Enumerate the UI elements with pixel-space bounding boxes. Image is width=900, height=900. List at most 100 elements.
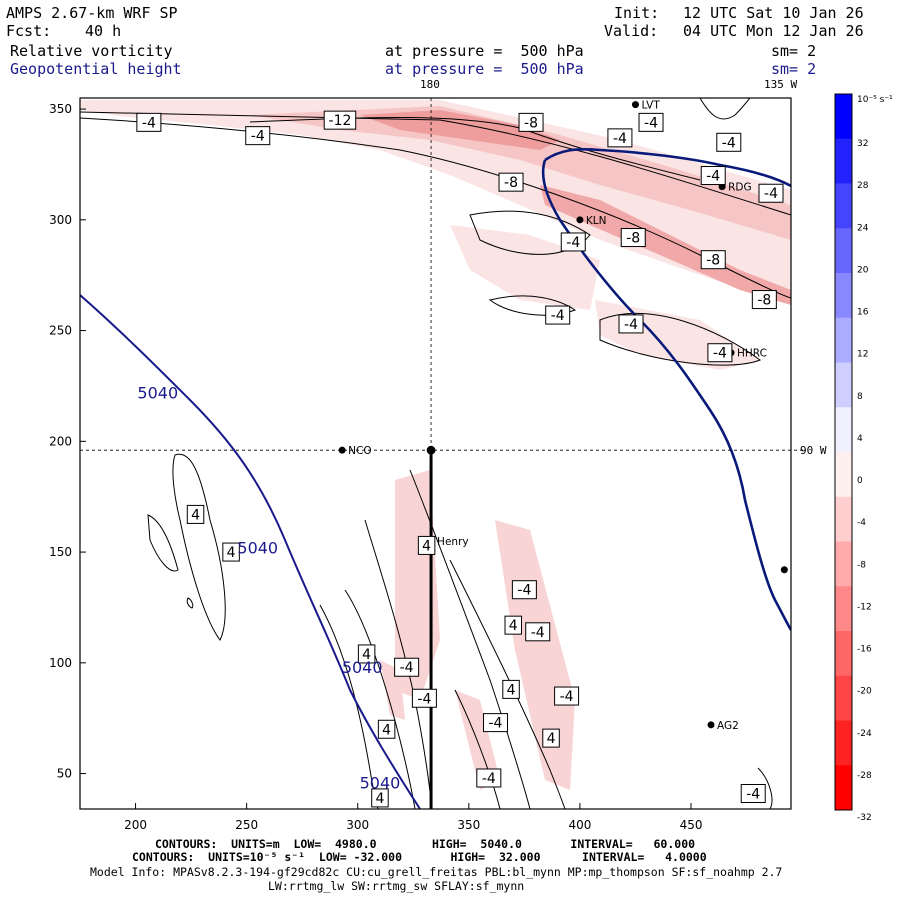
vorticity-label: -4: [566, 235, 580, 251]
pole-marker: [426, 445, 436, 455]
vorticity-label-box: [545, 305, 571, 325]
y-tick-label: 200: [49, 434, 72, 448]
station-label: NCO: [348, 445, 371, 457]
y-tick-label: 150: [49, 545, 72, 559]
y-tick-label: 100: [49, 656, 72, 670]
footer-vorticity-contours: CONTOURS: UNITS=10⁻⁵ s⁻¹ LOW= -32.000 HI…: [132, 850, 707, 864]
vorticity-label: -8: [706, 253, 720, 269]
vorticity-label-box: [707, 343, 733, 363]
vorticity-shading: [80, 100, 791, 790]
coastline: [541, 148, 791, 631]
vorticity-label-box: [482, 713, 508, 733]
vorticity-label-box: [377, 719, 396, 739]
colorbar-tick-label: 24: [857, 223, 869, 233]
vorticity-label-box: [511, 580, 537, 600]
station-label: Henry: [437, 536, 469, 548]
height-label: 5040: [360, 773, 401, 792]
x-tick-label: 400: [568, 818, 591, 832]
colorbar-unit: 10⁻⁵ s⁻¹: [857, 95, 893, 105]
footer-model-info: Model Info: MPASv8.2.3-194-gf29cd82c CU:…: [90, 865, 783, 879]
colorbar-segment: [835, 94, 852, 140]
vorticity-label: 4: [362, 647, 371, 663]
vorticity-label: -4: [613, 131, 627, 147]
vorticity-label-box: [371, 788, 389, 808]
fcst-value: 40 h: [85, 22, 122, 40]
vorticity-label-box: [323, 110, 357, 130]
x-tick-label: 300: [346, 818, 369, 832]
vorticity-label-box: [476, 768, 502, 788]
plot-frame: [79, 97, 792, 810]
lon-label-90w: 90 W: [800, 444, 827, 457]
vorticity-label: 4: [375, 791, 384, 807]
colorbar-tick-label: -8: [857, 560, 866, 570]
vorticity-label: -4: [560, 689, 574, 705]
vorticity-label-box: [504, 615, 523, 635]
colorbar-segment: [835, 452, 852, 498]
x-tick-label: 450: [680, 818, 703, 832]
colorbar-segment: [835, 720, 852, 766]
colorbar-frame: [834, 93, 853, 811]
vorticity-label: -4: [531, 625, 545, 641]
lon-label-180: 180: [420, 78, 440, 91]
colorbar-segment: [835, 765, 852, 811]
vorticity-label-box: [620, 228, 646, 248]
vorticity-label-box: [357, 644, 376, 664]
colorbar-segment: [835, 138, 852, 184]
colorbar-segment: [835, 586, 852, 632]
colorbar-segment: [835, 675, 852, 721]
vorticity-label-box: [502, 679, 520, 699]
vorticity-label-box: [498, 172, 524, 192]
vorticity-label-box: [716, 132, 742, 152]
height-label: 5040: [137, 384, 178, 403]
x-tick-label: 250: [235, 818, 258, 832]
colorbar-tick-label: -16: [857, 645, 872, 655]
station-dot: [338, 446, 346, 454]
station-dot: [780, 566, 788, 574]
vorticity-label: -4: [417, 691, 431, 707]
colorbar-tick-label: 4: [857, 434, 863, 444]
vorticity-label: -4: [644, 115, 658, 131]
station-dot: [576, 216, 584, 224]
height-label: 5040: [237, 539, 278, 558]
colorbar-segment: [835, 362, 852, 408]
vorticity-label-box: [554, 686, 580, 706]
station-dot: [707, 721, 715, 729]
vorticity-label-box: [222, 542, 240, 562]
colorbar-tick-label: -24: [857, 729, 872, 739]
y-tick-label: 350: [49, 102, 72, 116]
height-contour-5040: [80, 294, 421, 809]
colorbar: 10⁻⁵ s⁻¹ 32 28 24 20 16 12 8 4 0 -4 -8 -12 -16 -20 -24 -…: [834, 93, 893, 823]
vorticity-label-box: [245, 126, 271, 146]
vorticity-label: -4: [713, 346, 727, 362]
footer-physics: LW:rrtmg_lw SW:rrtmg_sw SFLAY:sf_mynn: [268, 879, 525, 893]
colorbar-segment: [835, 317, 852, 363]
vorticity-label-box: [136, 112, 162, 132]
vorticity-label: -4: [746, 786, 760, 802]
colorbar-tick-label: -4: [857, 518, 866, 528]
colorbar-tick-label: 32: [857, 139, 868, 149]
colorbar-tick-label: 28: [857, 181, 869, 191]
vorticity-label: -12: [329, 113, 352, 129]
vorticity-label-box: [560, 232, 586, 252]
vorticity-contours: [80, 111, 791, 809]
field2-sm: sm= 2: [771, 60, 817, 78]
vorticity-label: -4: [722, 135, 736, 151]
fcst-label: Fcst:: [6, 22, 52, 40]
valid-label: Valid:: [604, 22, 659, 40]
colorbar-tick-label: -20: [857, 687, 872, 697]
field2-name: Geopotential height: [10, 60, 182, 78]
y-tick-label: 50: [57, 767, 72, 781]
footer-height-contours: CONTOURS: UNITS=m LOW= 4980.0 HIGH= 5040…: [155, 837, 696, 851]
vorticity-label-box: [186, 504, 205, 524]
model-title: AMPS 2.67-km WRF SP: [6, 4, 178, 22]
field1-sm: sm= 2: [771, 42, 817, 60]
colorbar-tick-label: 0: [857, 476, 863, 486]
colorbar-segment: [835, 273, 852, 319]
station-dot: [631, 101, 639, 109]
vorticity-label-box: [542, 728, 560, 748]
init-value: 12 UTC Sat 10 Jan 26: [683, 4, 864, 22]
vorticity-label: 4: [191, 507, 200, 523]
vorticity-labels: -4-4-12 -8-4-4-4-8 -4-4-4 -8-8-8-4-4-444444…: [136, 110, 784, 808]
height-label: 5040: [342, 658, 383, 677]
